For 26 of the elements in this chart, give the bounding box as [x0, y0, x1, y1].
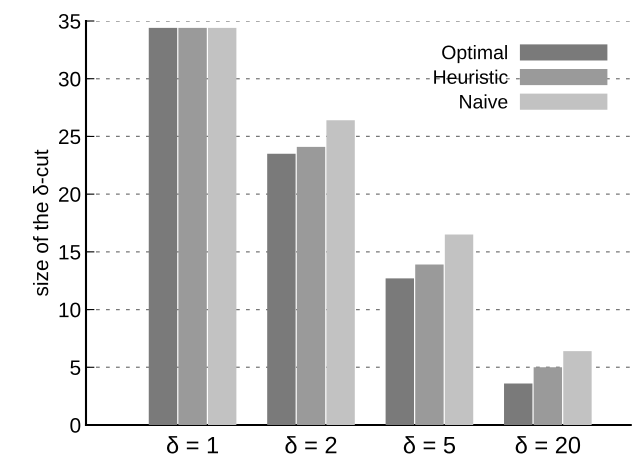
y-tick-label: 0 [70, 418, 80, 433]
y-tick-label: 10 [60, 302, 80, 318]
bar [534, 367, 562, 425]
y-tick-label: 5 [70, 360, 80, 376]
bar [563, 351, 592, 425]
bar [178, 28, 207, 425]
legend-label: Heuristic [434, 70, 508, 84]
bar [504, 383, 532, 425]
y-tick-label: 30 [58, 72, 80, 86]
x-tick-label: δ = 20 [516, 436, 580, 454]
y-tick-label: 15 [60, 245, 80, 260]
bar [444, 234, 474, 425]
y-tick-label: 35 [58, 14, 80, 29]
legend-label: Naive [460, 94, 508, 109]
x-tick-label: δ = 5 [404, 436, 456, 454]
y-tick-label: 20 [59, 187, 80, 202]
bar [415, 264, 444, 425]
x-tick-label: δ = 2 [285, 436, 336, 454]
bar [296, 146, 326, 425]
bar [208, 28, 236, 425]
bar [386, 278, 414, 425]
y-tick-label: 25 [59, 129, 80, 144]
y-axis-title: size of the δ-cut [32, 150, 48, 296]
x-tick-label: δ = 1 [166, 436, 218, 454]
bar [326, 120, 355, 425]
legend-label: Optimal [442, 45, 507, 64]
